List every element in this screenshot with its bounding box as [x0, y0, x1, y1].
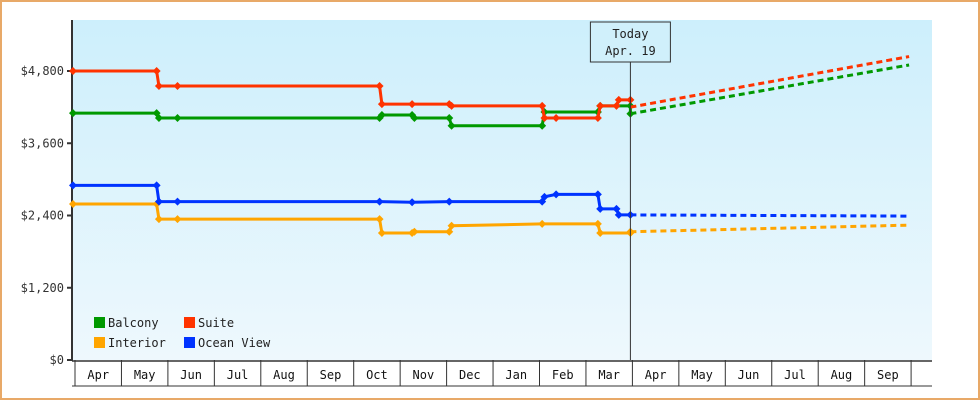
legend-swatch [94, 317, 105, 328]
legend-swatch [184, 317, 195, 328]
x-tick-label: Nov [413, 368, 435, 382]
data-point-marker[interactable] [375, 197, 384, 206]
data-point-marker[interactable] [447, 221, 456, 230]
data-point-marker[interactable] [596, 228, 605, 237]
x-tick-label: Jan [505, 368, 527, 382]
legend-item-balcony[interactable]: Balcony [94, 316, 159, 330]
legend-label: Balcony [108, 316, 159, 330]
x-tick-label: Feb [552, 368, 574, 382]
legend: Balcony Suite Interior Ocean View [94, 316, 271, 350]
data-point-marker[interactable] [377, 110, 386, 119]
x-tick-label: Oct [366, 368, 388, 382]
data-point-marker[interactable] [69, 109, 77, 118]
data-point-marker[interactable] [154, 215, 163, 224]
data-point-marker[interactable] [410, 113, 419, 122]
plot-area [72, 20, 932, 360]
data-point-marker[interactable] [408, 100, 417, 109]
data-point-marker[interactable] [377, 100, 386, 109]
data-point-marker[interactable] [596, 204, 605, 213]
data-point-marker[interactable] [593, 190, 602, 199]
x-tick-label: Jun [738, 368, 760, 382]
data-point-marker[interactable] [540, 192, 549, 201]
legend-item-suite[interactable]: Suite [184, 316, 234, 330]
data-point-marker[interactable] [154, 82, 163, 91]
x-tick-label: Apr [645, 368, 667, 382]
data-point-marker[interactable] [410, 227, 419, 236]
data-point-marker[interactable] [447, 101, 456, 110]
x-tick-label: May [134, 368, 156, 382]
data-point-marker[interactable] [540, 113, 549, 122]
data-point-marker[interactable] [375, 215, 384, 224]
y-axis: $0 $1,200 $2,400 $3,600 $4,800 [21, 20, 73, 367]
legend-item-ocean-view[interactable]: Ocean View [184, 336, 271, 350]
data-point-marker[interactable] [377, 228, 386, 237]
x-tick-label: Aug [273, 368, 295, 382]
x-tick-label: Apr [87, 368, 109, 382]
y-tick-label: $3,600 [21, 136, 64, 150]
legend-label: Ocean View [198, 336, 271, 350]
y-tick-label: $0 [50, 353, 64, 367]
y-tick-label: $2,400 [21, 209, 64, 223]
series-interior [69, 200, 910, 237]
data-point-marker[interactable] [593, 219, 602, 228]
data-point-marker[interactable] [445, 113, 454, 122]
data-point-marker[interactable] [152, 67, 161, 75]
forecast-line [630, 223, 910, 234]
today-label: Today [612, 27, 648, 41]
data-point-marker[interactable] [173, 113, 182, 122]
forecast-line [630, 55, 910, 109]
legend-label: Interior [108, 336, 166, 350]
data-point-marker[interactable] [69, 181, 77, 190]
data-point-marker[interactable] [173, 197, 182, 206]
series-lines [69, 55, 910, 237]
data-point-marker[interactable] [593, 113, 602, 122]
series-ocean-view [69, 181, 910, 219]
data-point-marker[interactable] [447, 121, 456, 130]
legend-item-interior[interactable]: Interior [94, 336, 166, 350]
data-point-marker[interactable] [538, 219, 547, 228]
x-tick-label: May [691, 368, 713, 382]
data-point-marker[interactable] [408, 198, 417, 207]
x-tick-label: Sep [320, 368, 342, 382]
legend-swatch [94, 337, 105, 348]
data-point-marker[interactable] [173, 82, 182, 91]
data-point-marker[interactable] [596, 101, 605, 110]
legend-label: Suite [198, 316, 234, 330]
data-point-marker[interactable] [154, 197, 163, 206]
data-point-marker[interactable] [69, 200, 77, 209]
data-point-marker[interactable] [538, 101, 547, 110]
x-axis: Apr May Jun Jul Aug Sep Oct Nov Dec Jan Feb Mar Apr M… [72, 360, 932, 387]
x-tick-label: Mar [598, 368, 620, 382]
x-tick-label: Jun [180, 368, 202, 382]
x-tick-label: Dec [459, 368, 481, 382]
data-point-marker[interactable] [173, 215, 182, 224]
data-point-marker[interactable] [612, 204, 621, 213]
today-date: Apr. 19 [605, 44, 656, 58]
data-point-marker[interactable] [445, 227, 454, 236]
x-tick-label: Jul [227, 368, 249, 382]
data-point-marker[interactable] [152, 181, 161, 190]
data-point-marker[interactable] [614, 95, 623, 104]
data-point-marker[interactable] [614, 210, 623, 219]
y-tick-label: $1,200 [21, 281, 64, 295]
today-marker: Today Apr. 19 [589, 21, 671, 360]
x-tick-label: Aug [831, 368, 853, 382]
legend-swatch [184, 337, 195, 348]
data-point-marker[interactable] [538, 121, 547, 130]
data-point-marker[interactable] [552, 190, 561, 199]
x-tick-label: Sep [877, 368, 899, 382]
data-point-marker[interactable] [552, 113, 561, 122]
x-tick-label: Jul [784, 368, 806, 382]
y-tick-label: $4,800 [21, 64, 64, 78]
data-point-marker[interactable] [445, 197, 454, 206]
data-point-marker[interactable] [69, 67, 77, 75]
forecast-line [630, 63, 910, 116]
data-point-marker[interactable] [154, 113, 163, 122]
forecast-line [630, 213, 910, 218]
data-point-marker[interactable] [375, 82, 384, 91]
data-point-marker[interactable] [612, 101, 621, 110]
